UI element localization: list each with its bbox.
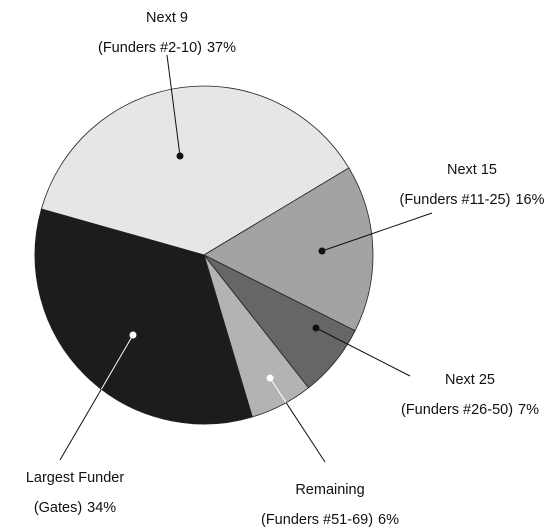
slice-value-label: 7% — [518, 402, 539, 418]
leader-line — [321, 233, 372, 252]
leader-line — [347, 343, 411, 377]
leader-dot — [176, 152, 184, 160]
leader-dot — [312, 324, 320, 332]
slice-sublabel: (Gates) 34% — [34, 500, 116, 516]
slice-group: (Funders #26-50) — [401, 402, 513, 418]
slice-label: Next 15 — [447, 162, 497, 178]
slice-sublabel: (Funders #2-10) 37% — [98, 40, 236, 56]
leader-line — [100, 334, 134, 390]
pie-slice — [40, 85, 350, 256]
slice-value-label: 34% — [87, 500, 116, 516]
leader-line — [269, 377, 287, 403]
slice-sublabel: (Funders #11-25) 16% — [400, 192, 545, 208]
slice-sublabel: (Funders #26-50) 7% — [401, 402, 539, 418]
pie-slice — [34, 208, 253, 425]
slice-value-label: 37% — [207, 40, 236, 56]
slice-group: (Gates) — [34, 500, 82, 516]
pie-slice — [203, 167, 374, 332]
leader-line — [371, 212, 433, 235]
leader-line — [315, 327, 348, 345]
leader-dot — [318, 247, 326, 255]
slice-label: Remaining — [295, 482, 364, 498]
leader-line — [170, 89, 181, 157]
slice-group: (Funders #2-10) — [98, 40, 202, 56]
slice-sublabel: (Funders #51-69) 6% — [261, 512, 399, 528]
slice-group: (Funders #11-25) — [400, 192, 511, 208]
leader-line — [285, 402, 326, 463]
slice-label: Next 9 — [146, 10, 188, 26]
slice-label: Next 25 — [445, 372, 495, 388]
leader-line — [59, 388, 102, 461]
leader-dot — [129, 331, 137, 339]
slice-label: Largest Funder — [26, 470, 125, 486]
slice-value-label: 6% — [378, 512, 399, 528]
slice-group: (Funders #51-69) — [261, 512, 373, 528]
slice-value-label: 16% — [515, 192, 544, 208]
leader-line — [166, 54, 172, 90]
leader-dot — [266, 374, 274, 382]
